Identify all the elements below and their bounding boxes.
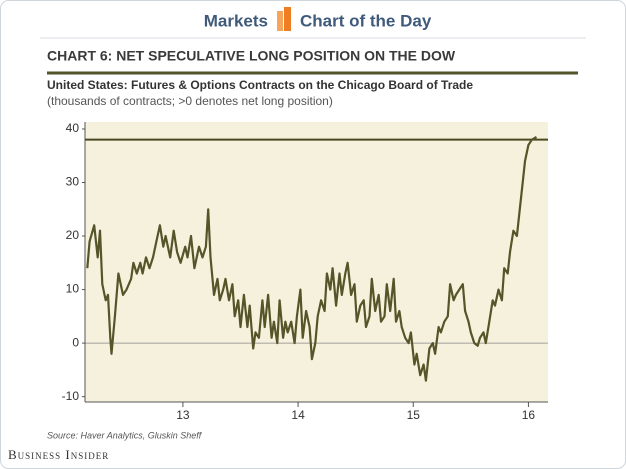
source: Source: Haver Analytics, Gluskin Sheff (47, 430, 203, 440)
x-tick-label: 15 (407, 408, 421, 422)
y-tick-label: -10 (62, 389, 80, 403)
header-left: Markets (204, 11, 268, 30)
chart-title: CHART 6: NET SPECULATIVE LONG POSITION O… (47, 48, 456, 64)
y-tick-label: 30 (66, 175, 80, 189)
plot-area (85, 122, 548, 402)
brand: Business Insider (8, 447, 109, 462)
y-tick-label: 0 (72, 335, 79, 349)
y-tick-label: 10 (66, 282, 80, 296)
icon (277, 11, 283, 31)
y-tick-label: 40 (66, 121, 80, 135)
data-line (86, 136, 538, 382)
x-tick-label: 14 (291, 408, 305, 422)
note: (thousands of contracts; >0 denotes net … (47, 94, 333, 108)
subtitle: United States: Futures & Options Contrac… (47, 78, 473, 92)
header-right: Chart of the Day (300, 11, 432, 30)
x-tick-label: 16 (522, 408, 536, 422)
x-tick-label: 13 (176, 408, 190, 422)
y-tick-label: 20 (66, 228, 80, 242)
icon (284, 7, 291, 31)
